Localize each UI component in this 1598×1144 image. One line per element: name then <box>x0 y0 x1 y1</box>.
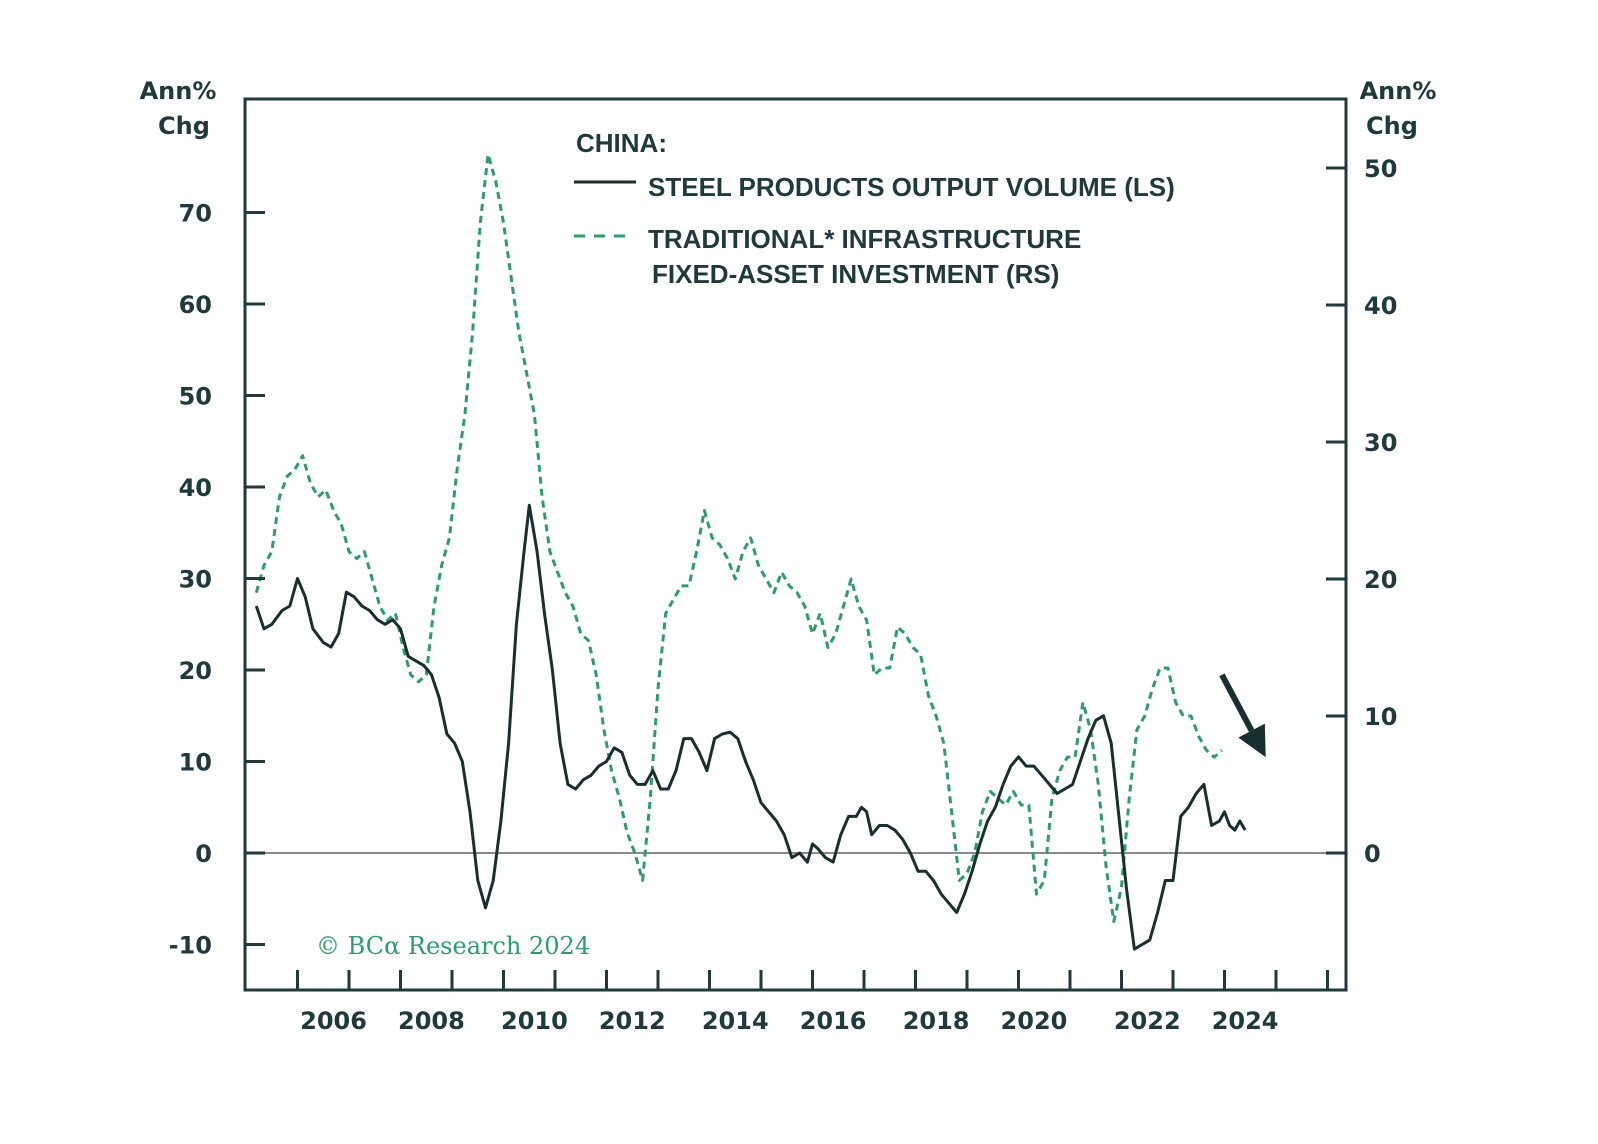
right-tick-label: 0 <box>1364 840 1381 868</box>
x-tick-label: 2012 <box>599 1007 666 1035</box>
x-tick-label: 2024 <box>1212 1007 1279 1035</box>
right-tick-label: 40 <box>1364 292 1397 320</box>
legend-infra-label-line1: TRADITIONAL* INFRASTRUCTURE <box>648 224 1081 254</box>
left-tick-label: 30 <box>179 566 212 594</box>
series-steel-line <box>254 503 1247 951</box>
x-tick-label: 2022 <box>1114 1007 1181 1035</box>
right-tick-label: 50 <box>1364 155 1397 183</box>
left-axis-title-line2: Chg <box>158 112 210 140</box>
legend-infra-label-line2: FIXED-ASSET INVESTMENT (RS) <box>652 259 1059 289</box>
right-tick-label: 10 <box>1364 703 1397 731</box>
trend-arrow-head <box>1238 723 1266 758</box>
legend-title: CHINA: <box>576 128 667 158</box>
right-tick-label: 30 <box>1364 429 1397 457</box>
left-axis-title-line1: Ann% <box>140 77 217 105</box>
x-tick-label: 2020 <box>1001 1007 1068 1035</box>
left-tick-label: 70 <box>179 200 212 228</box>
plot-frame <box>243 97 1348 992</box>
right-tick-label: 20 <box>1364 566 1397 594</box>
left-tick-label: 40 <box>179 474 212 502</box>
credit-text: © BCα Research 2024 <box>316 932 590 960</box>
x-tick-label: 2018 <box>903 1007 970 1035</box>
legend-steel-label: STEEL PRODUCTS OUTPUT VOLUME (LS) <box>648 172 1175 202</box>
left-tick-label: 0 <box>195 840 212 868</box>
x-tick-label: 2010 <box>501 1007 568 1035</box>
right-axis-title-line2: Chg <box>1366 112 1418 140</box>
series-infra-line <box>254 152 1223 923</box>
left-tick-label: -10 <box>169 932 212 960</box>
right-axis-title-line1: Ann% <box>1360 77 1437 105</box>
x-tick-label: 2008 <box>398 1007 465 1035</box>
left-tick-label: 50 <box>179 383 212 411</box>
left-tick-label: 60 <box>179 291 212 319</box>
x-tick-label: 2014 <box>702 1007 769 1035</box>
trend-arrow <box>1219 673 1266 758</box>
left-tick-label: 20 <box>179 657 212 685</box>
x-tick-label: 2016 <box>800 1007 867 1035</box>
x-tick-label: 2006 <box>300 1007 367 1035</box>
legend: CHINA: STEEL PRODUCTS OUTPUT VOLUME (LS)… <box>574 128 1175 289</box>
trend-arrow-shaft <box>1219 673 1255 733</box>
left-tick-label: 10 <box>179 749 212 777</box>
